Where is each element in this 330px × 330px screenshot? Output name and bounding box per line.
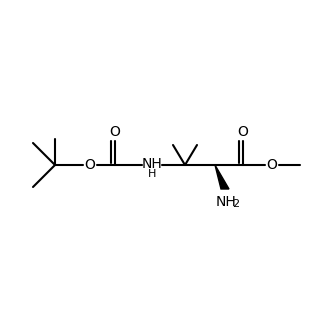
Text: O: O [267,158,278,172]
Text: O: O [238,125,248,139]
Polygon shape [215,165,229,189]
Text: O: O [84,158,95,172]
Text: NH: NH [215,195,236,209]
Text: H: H [148,169,156,179]
Text: O: O [110,125,120,139]
Text: NH: NH [142,157,162,171]
Text: 2: 2 [232,199,240,209]
